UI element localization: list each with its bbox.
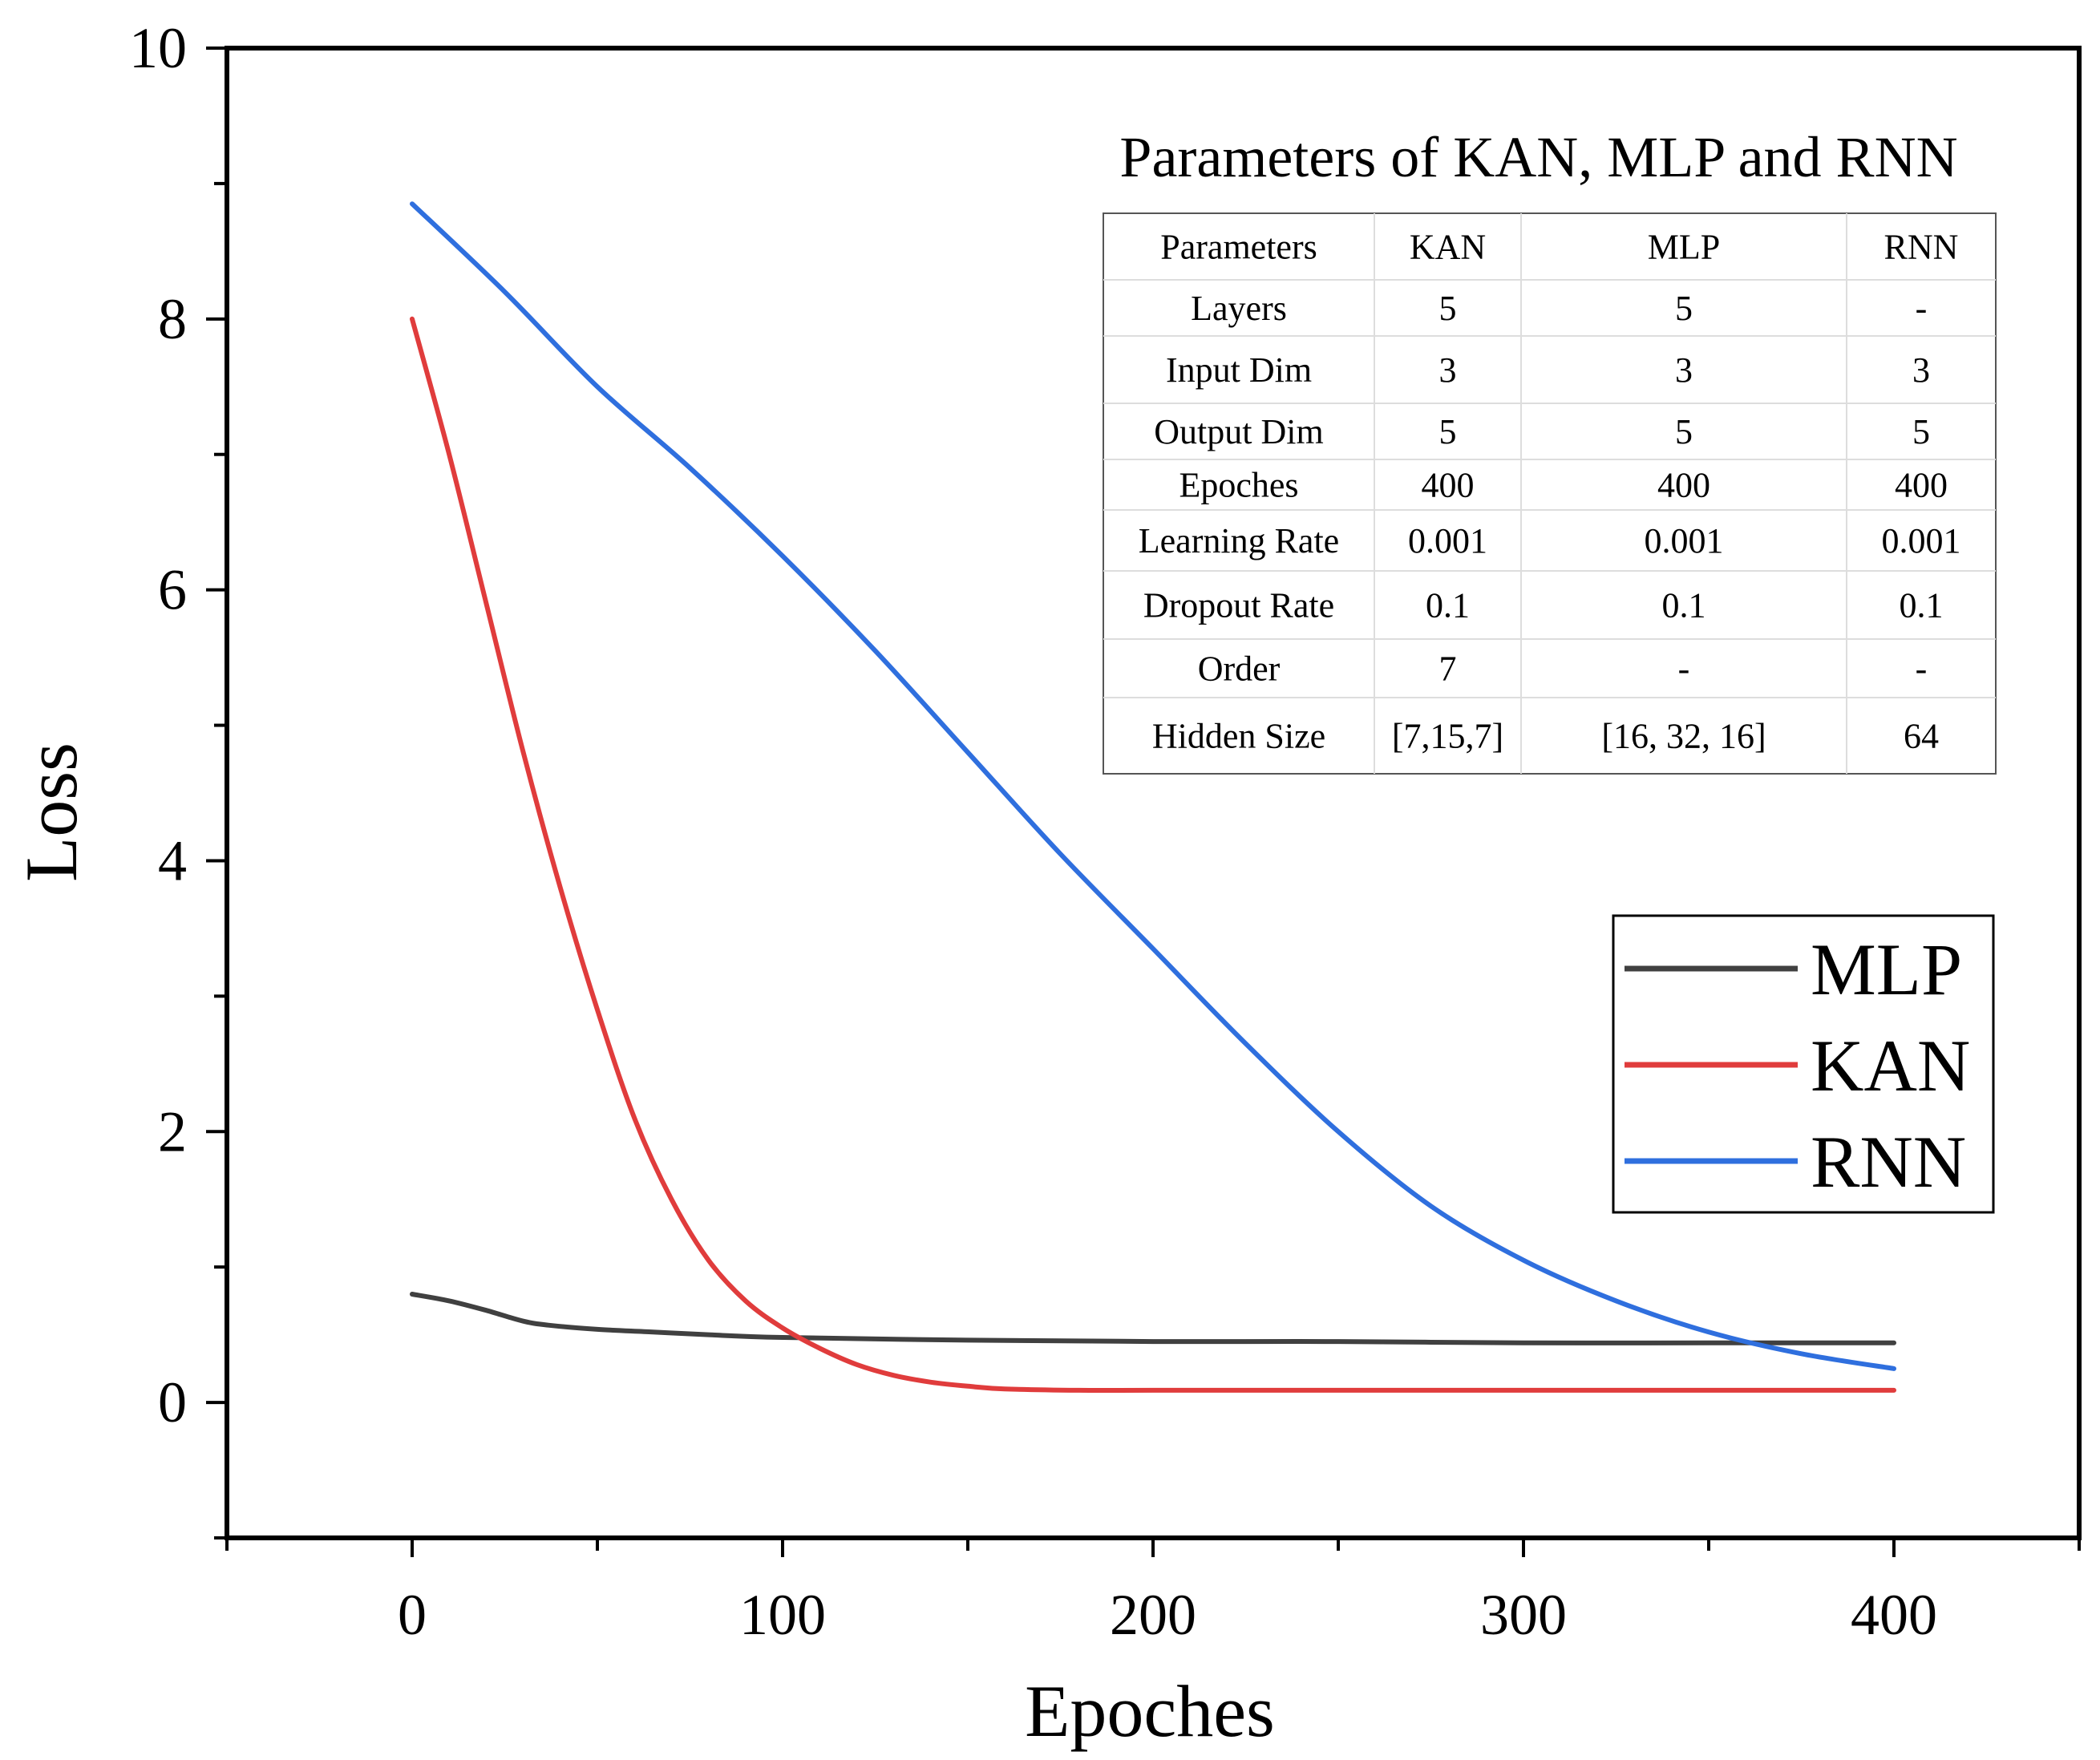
table-cell: - <box>1678 649 1690 689</box>
legend-items: MLP KAN RNN <box>1625 929 1970 1203</box>
series-line-rnn <box>410 201 1896 1371</box>
legend: MLP KAN RNN <box>1612 914 1995 1214</box>
axis-ticks: 0 100 200 300 400 0 2 4 6 8 10 <box>129 16 2081 1647</box>
x-tick-label: 0 <box>398 1583 427 1647</box>
table-header-cell: KAN <box>1410 228 1486 267</box>
plot-frame <box>225 46 2082 1540</box>
y-tick-label: 2 <box>158 1099 187 1163</box>
table-cell: [7,15,7] <box>1392 717 1503 756</box>
x-tick-label: 400 <box>1851 1583 1937 1647</box>
table-cell: 0.1 <box>1900 586 1944 625</box>
x-tick-label: 200 <box>1110 1583 1196 1647</box>
x-tick-label: 300 <box>1480 1583 1567 1647</box>
table-cell: 5 <box>1675 412 1693 451</box>
legend-label-mlp: MLP <box>1811 929 1962 1010</box>
legend-label-rnn: RNN <box>1811 1121 1966 1203</box>
table-cell: 5 <box>1439 289 1457 328</box>
table-cell: 400 <box>1895 466 1948 505</box>
x-tick-label: 100 <box>739 1583 826 1647</box>
table-cell: 7 <box>1439 649 1457 689</box>
table-header-cell: MLP <box>1648 228 1720 267</box>
table-cell: 0.001 <box>1408 521 1487 560</box>
table-cell: [16, 32, 16] <box>1601 717 1766 756</box>
table-title: Parameters of KAN, MLP and RNN <box>1119 125 1957 189</box>
table-cell: 64 <box>1904 717 1939 756</box>
table-cell: - <box>1916 649 1928 689</box>
table-cell: Order <box>1198 649 1281 689</box>
y-tick-label: 10 <box>129 16 187 80</box>
y-tick-label: 4 <box>158 828 187 892</box>
table-cell: 400 <box>1657 466 1710 505</box>
series-lines <box>410 201 1896 1394</box>
table-cells: Parameters KAN MLP RNN Layers 5 5 - Input Dim 3 3 3… <box>1103 212 1997 775</box>
table-cell: 0.001 <box>1645 521 1724 560</box>
table-header-cell: RNN <box>1884 228 1959 267</box>
y-axis-title: Loss <box>10 742 92 882</box>
table-cell: Input Dim <box>1166 350 1312 390</box>
table-cell: 5 <box>1439 412 1457 451</box>
table-cell: Dropout Rate <box>1143 586 1334 625</box>
table-cell: 5 <box>1912 412 1930 451</box>
table-cell: 3 <box>1675 350 1693 390</box>
table-cell: 5 <box>1675 289 1693 328</box>
table-cell: 3 <box>1912 350 1930 390</box>
series-line-kan <box>410 316 1896 1394</box>
table-header-cell: Parameters <box>1160 228 1317 267</box>
table-cell: 3 <box>1439 350 1457 390</box>
parameters-table: Parameters of KAN, MLP and RNN Parameter… <box>1103 125 1997 775</box>
table-cell: Learning Rate <box>1139 521 1339 560</box>
table-cell: Epoches <box>1179 466 1298 505</box>
table-cell: Output Dim <box>1154 412 1323 451</box>
y-tick-label: 0 <box>158 1370 187 1434</box>
table-cell: 0.1 <box>1426 586 1470 625</box>
table-cell: 0.1 <box>1662 586 1706 625</box>
y-tick-label: 6 <box>158 558 187 622</box>
series-line-mlp <box>410 1292 1896 1345</box>
legend-label-kan: KAN <box>1811 1025 1970 1107</box>
x-axis-title: Epoches <box>1025 1670 1275 1752</box>
table-cell: Layers <box>1191 289 1287 328</box>
table-cell: 0.001 <box>1882 521 1961 560</box>
y-tick-label: 8 <box>158 287 187 351</box>
table-cell: 400 <box>1422 466 1475 505</box>
table-cell: Hidden Size <box>1152 717 1325 756</box>
table-cell: - <box>1916 289 1928 328</box>
